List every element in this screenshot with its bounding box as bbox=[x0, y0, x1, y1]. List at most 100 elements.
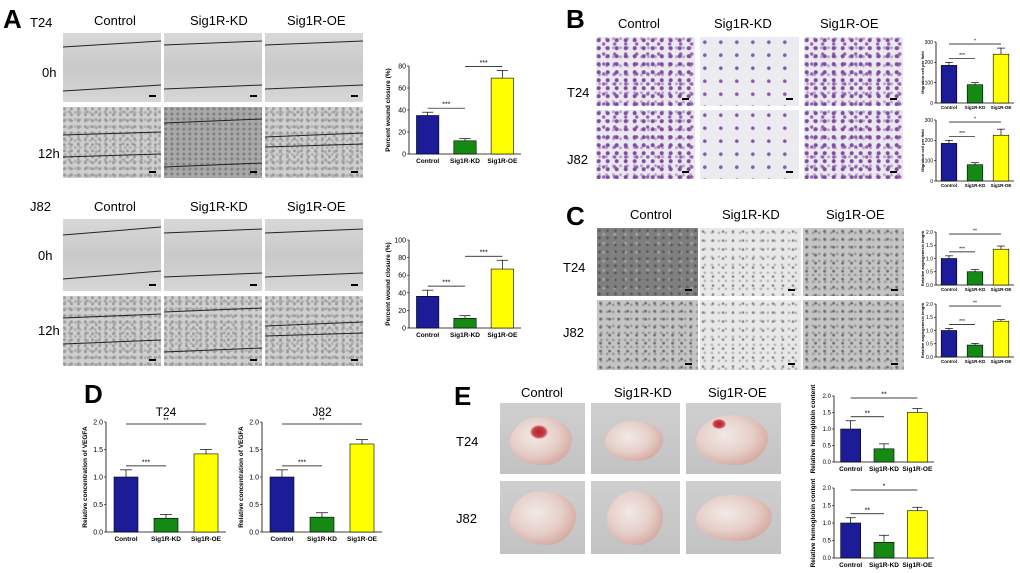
panel-a-t24-label: T24 bbox=[30, 15, 53, 30]
wound-image-j82-oe-0h bbox=[265, 219, 363, 291]
chart-b-t24: Migration cell per field 0 100 200 300 Contro… bbox=[920, 39, 1014, 110]
x-tick-label: Sig1R-KD bbox=[869, 466, 899, 473]
bar-2 bbox=[992, 134, 1010, 182]
x-tick-label: Control bbox=[941, 183, 957, 188]
scale-bar bbox=[891, 289, 898, 291]
y-tick-label: 2.0 bbox=[93, 419, 103, 426]
wound-image-t24-oe-12h bbox=[265, 107, 363, 178]
x-tick-label: Sig1R-OE bbox=[902, 466, 933, 473]
panel-b-row-j82: J82 bbox=[567, 152, 588, 167]
chart-c-j82: Relative angiogenesis length 0.0 0.5 1.0 1.5… bbox=[920, 301, 1014, 364]
wound-edges bbox=[63, 313, 161, 345]
y-tick-label: 1.0 bbox=[93, 474, 103, 481]
y-tick-label: 0.0 bbox=[926, 355, 933, 361]
significance-mark: *** bbox=[959, 319, 965, 325]
panel-c-col-kd: Sig1R-KD bbox=[722, 207, 780, 222]
y-axis-label: Migration cell per field bbox=[920, 129, 925, 172]
y-tick-label: 1.5 bbox=[93, 447, 103, 454]
panel-a-col-oe: Sig1R-OE bbox=[287, 13, 346, 28]
x-tick-label: Sig1R-OE bbox=[902, 562, 933, 569]
y-tick-label: 0.0 bbox=[823, 556, 832, 562]
wound-edges bbox=[164, 118, 262, 168]
significance-mark: ** bbox=[973, 229, 977, 235]
y-axis-label: Relative hemoglobin content bbox=[810, 384, 817, 474]
significance-mark: ** bbox=[163, 418, 169, 425]
significance-mark: *** bbox=[142, 459, 150, 466]
x-tick-label: Control bbox=[114, 536, 137, 543]
y-tick-label: 300 bbox=[925, 118, 934, 124]
panel-e-col-control: Control bbox=[521, 385, 563, 400]
panel-a-t24-row-0h: 0h bbox=[42, 65, 57, 80]
y-tick-label: 100 bbox=[925, 158, 934, 164]
bar-2 bbox=[349, 443, 375, 533]
panel-c-col-control: Control bbox=[630, 207, 672, 222]
bar-0 bbox=[269, 476, 295, 533]
y-axis-label: Relative hemoglobin content bbox=[810, 478, 817, 568]
x-tick-label: Sig1R-KD bbox=[965, 359, 987, 364]
y-tick-label: 0.5 bbox=[93, 502, 103, 509]
chart-a-t24: Percent wound closure (%) 0 20 40 60 80 Contro… bbox=[385, 60, 521, 165]
y-tick-label: 2.0 bbox=[926, 230, 933, 236]
panel-e-row-t24: T24 bbox=[456, 434, 479, 449]
y-tick-label: 2.0 bbox=[926, 302, 933, 308]
significance-mark: * bbox=[883, 484, 886, 491]
tumor bbox=[510, 491, 576, 545]
tumor-image-t24-kd bbox=[591, 403, 680, 474]
scale-bar bbox=[149, 171, 156, 173]
y-tick-label: 1.0 bbox=[926, 328, 933, 334]
y-tick-label: 0.0 bbox=[926, 283, 933, 289]
x-tick-label: Sig1R-OE bbox=[991, 359, 1012, 364]
panel-b-col-oe: Sig1R-OE bbox=[820, 16, 879, 31]
wound-edges bbox=[164, 307, 262, 353]
scale-bar bbox=[149, 359, 156, 361]
panel-a-t24-row-12h: 12h bbox=[38, 146, 60, 161]
wound-edges bbox=[164, 40, 262, 90]
wound-image-t24-oe-0h bbox=[265, 33, 363, 102]
y-tick-label: 1.5 bbox=[926, 315, 933, 321]
x-tick-label: Control bbox=[416, 332, 439, 339]
x-tick-label: Sig1R-KD bbox=[965, 183, 987, 188]
scale-bar bbox=[682, 98, 689, 100]
y-axis-label: Relative concentration of VEGFA bbox=[82, 426, 89, 528]
y-axis-label: Relative angiogenesis length bbox=[920, 230, 925, 286]
scale-bar bbox=[786, 171, 793, 173]
y-tick-label: 200 bbox=[925, 138, 934, 144]
x-tick-label: Sig1R-OE bbox=[191, 536, 222, 543]
panel-a-j82-label: J82 bbox=[30, 199, 51, 214]
x-tick-label: Sig1R-OE bbox=[991, 183, 1012, 188]
tumor bbox=[605, 421, 663, 461]
tumor-image-t24-oe bbox=[686, 403, 781, 474]
panel-e-row-j82: J82 bbox=[456, 511, 477, 526]
tumor-vessel bbox=[712, 419, 726, 429]
panel-c-label: C bbox=[566, 201, 585, 231]
y-axis-label: Percent wound closure (%) bbox=[385, 68, 392, 151]
panel-b-col-control: Control bbox=[618, 16, 660, 31]
y-tick-label: 0.5 bbox=[823, 539, 832, 545]
significance-mark: *** bbox=[442, 102, 450, 109]
scale-bar bbox=[788, 363, 795, 365]
bar-1 bbox=[309, 516, 335, 533]
migration-image-j82-kd bbox=[700, 110, 799, 179]
scale-bar bbox=[891, 363, 898, 365]
bar-2 bbox=[490, 77, 514, 155]
x-tick-label: Control bbox=[270, 536, 293, 543]
x-tick-label: Sig1R-KD bbox=[869, 562, 899, 569]
y-tick-label: 0.5 bbox=[926, 342, 933, 348]
y-axis-label: Relative angiogenesis length bbox=[920, 302, 925, 358]
tumor bbox=[696, 495, 772, 541]
panel-e-col-kd: Sig1R-KD bbox=[614, 385, 672, 400]
panel-b-label: B bbox=[566, 4, 585, 34]
x-tick-label: Sig1R-OE bbox=[487, 158, 518, 165]
y-tick-label: 1.5 bbox=[926, 243, 933, 249]
panel-b-col-kd: Sig1R-KD bbox=[714, 16, 772, 31]
tumor bbox=[607, 491, 663, 545]
bar-1 bbox=[966, 344, 984, 358]
y-tick-label: 1.0 bbox=[823, 521, 832, 527]
panel-e-col-oe: Sig1R-OE bbox=[708, 385, 767, 400]
y-tick-label: 40 bbox=[398, 290, 406, 297]
wound-edges bbox=[63, 40, 161, 92]
bar-1 bbox=[453, 318, 477, 329]
bar-0 bbox=[940, 65, 958, 104]
x-tick-label: Sig1R-OE bbox=[991, 287, 1012, 292]
chart-b-j82: Migration cell per field 0 100 200 300 Contro… bbox=[920, 117, 1014, 188]
